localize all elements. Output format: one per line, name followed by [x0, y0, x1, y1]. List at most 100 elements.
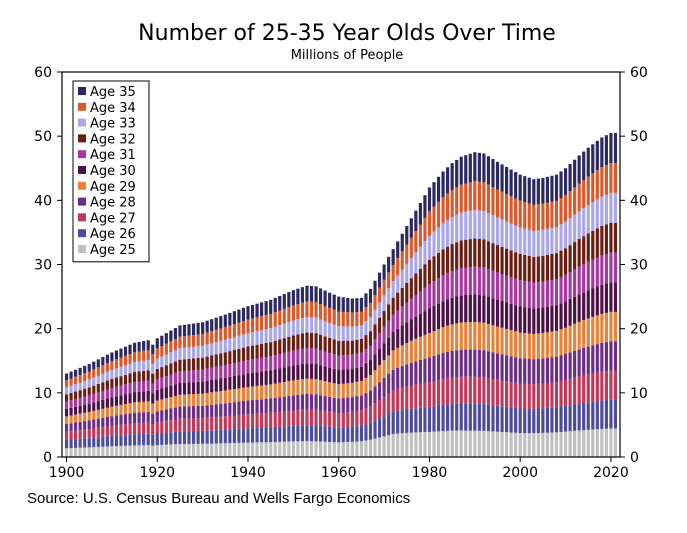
- bar-segment-age-25-2012: [573, 430, 577, 457]
- bar-segment-age-35-1943: [260, 302, 264, 317]
- bar-segment-age-33-1958: [328, 323, 332, 338]
- bar-segment-age-26-1985: [450, 403, 454, 431]
- bar-segment-age-27-1975: [405, 386, 409, 410]
- bar-segment-age-26-1937: [232, 429, 236, 443]
- bar-segment-age-34-1949: [287, 307, 291, 322]
- bar-segment-age-32-1935: [223, 352, 227, 365]
- bar-segment-age-27-1947: [278, 411, 282, 427]
- bar-segment-age-29-2013: [577, 321, 581, 350]
- bar-segment-age-31-2020: [609, 252, 613, 283]
- bar-segment-age-34-1977: [414, 231, 418, 253]
- bar-segment-age-28-1953: [305, 393, 309, 410]
- bar-segment-age-25-1907: [96, 446, 100, 457]
- bar-segment-age-34-1958: [328, 307, 332, 324]
- bar-segment-age-30-1927: [187, 382, 191, 395]
- bar-segment-age-28-1988: [464, 349, 468, 377]
- bar-segment-age-28-1963: [350, 397, 354, 412]
- bar-segment-age-28-1952: [300, 394, 305, 410]
- bar-segment-age-25-1946: [273, 441, 277, 457]
- bar-segment-age-27-1998: [509, 382, 513, 408]
- bar-segment-age-32-1916: [137, 371, 141, 382]
- bar-segment-age-29-1995: [495, 326, 500, 354]
- bar-segment-age-30-1912: [119, 395, 123, 405]
- bar-segment-age-31-2006: [545, 280, 550, 307]
- bar-segment-age-33-1965: [359, 325, 364, 339]
- bar-segment-age-34-1931: [205, 332, 209, 345]
- bar-segment-age-35-1913: [123, 346, 128, 356]
- bar-segment-age-32-1990: [473, 238, 477, 267]
- bar-segment-age-26-1948: [282, 426, 286, 442]
- bar-segment-age-26-1972: [391, 411, 395, 434]
- bar-segment-age-29-1913: [123, 404, 128, 415]
- bar-segment-age-34-1963: [350, 312, 354, 327]
- bar-segment-age-26-1986: [455, 403, 459, 431]
- bar-segment-age-28-1908: [101, 417, 105, 428]
- bar-segment-age-30-2008: [554, 305, 559, 331]
- bar-segment-age-31-1960: [337, 355, 341, 370]
- bar-segment-age-27-1932: [210, 417, 214, 431]
- bar-segment-age-33-1901: [69, 385, 73, 393]
- bar-segment-age-26-1966: [364, 424, 368, 441]
- bar-segment-age-25-1963: [350, 441, 354, 457]
- bar-segment-age-31-1978: [418, 291, 422, 314]
- bar-segment-age-26-1936: [228, 429, 232, 444]
- bar-segment-age-30-1975: [405, 322, 409, 344]
- bar-segment-age-26-1953: [305, 425, 309, 442]
- bar-segment-age-33-1909: [105, 371, 109, 381]
- bar-segment-age-33-1945: [269, 328, 273, 343]
- bar-segment-age-30-1955: [314, 363, 318, 380]
- bar-segment-age-32-1923: [169, 363, 173, 375]
- bar-segment-age-28-1942: [255, 399, 259, 414]
- bar-segment-age-33-1964: [355, 325, 359, 340]
- bar-segment-age-28-2016: [591, 345, 595, 374]
- bar-segment-age-31-2017: [595, 257, 599, 287]
- legend-label-age-29: Age 29: [90, 180, 136, 195]
- bar-segment-age-32-2019: [604, 224, 608, 254]
- bar-segment-age-31-1965: [359, 352, 364, 367]
- bar-segment-age-33-2001: [523, 228, 527, 255]
- bar-segment-age-30-1998: [509, 303, 513, 331]
- bar-segment-age-33-2018: [600, 196, 604, 226]
- bar-segment-age-27-1948: [282, 411, 286, 427]
- bar-segment-age-28-2004: [536, 358, 540, 384]
- bar-segment-age-33-1955: [314, 317, 318, 334]
- bar-segment-age-27-1936: [228, 415, 232, 430]
- bar-segment-age-30-1953: [305, 363, 309, 379]
- bar-segment-age-25-1965: [359, 441, 364, 457]
- bar-segment-age-29-2000: [518, 332, 522, 359]
- bar-segment-age-27-1904: [83, 429, 87, 439]
- bar-segment-age-29-1941: [250, 386, 255, 401]
- bar-segment-age-28-1984: [446, 352, 450, 379]
- bar-segment-age-34-1940: [246, 319, 250, 334]
- bar-segment-age-34-1980: [427, 211, 432, 236]
- bar-segment-age-32-1986: [455, 242, 459, 270]
- bar-segment-age-26-1955: [314, 425, 318, 442]
- bar-segment-age-29-1953: [305, 378, 309, 394]
- bar-segment-age-34-1930: [201, 333, 205, 346]
- bar-segment-age-31-2009: [559, 276, 563, 304]
- bar-segment-age-30-1918: [146, 390, 150, 402]
- bar-segment-age-34-1946: [273, 312, 277, 327]
- bar-segment-age-25-1924: [173, 444, 178, 457]
- bar-segment-age-35-1937: [232, 311, 236, 325]
- bar-segment-age-35-1965: [359, 297, 364, 312]
- bar-segment-age-32-1938: [237, 348, 241, 362]
- bar-segment-age-27-1995: [495, 379, 500, 406]
- bar-segment-age-32-1928: [191, 358, 196, 371]
- bar-segment-age-35-2004: [536, 178, 540, 205]
- bar-segment-age-29-1967: [368, 374, 373, 391]
- bar-segment-age-35-1902: [74, 369, 78, 377]
- legend-swatch-age-35: [78, 87, 86, 95]
- bar-segment-age-26-2005: [541, 408, 545, 433]
- bar-segment-age-28-2009: [559, 355, 563, 381]
- bar-segment-age-29-1993: [486, 323, 491, 352]
- bar-segment-age-30-1986: [455, 296, 459, 324]
- bar-segment-age-32-1940: [246, 346, 250, 360]
- bar-segment-age-29-1942: [255, 385, 259, 400]
- bar-segment-age-30-1972: [391, 332, 395, 351]
- bar-segment-age-29-2002: [527, 333, 531, 359]
- bar-segment-age-27-1999: [514, 382, 518, 408]
- bar-segment-age-28-1911: [114, 415, 119, 426]
- bar-segment-age-29-1988: [464, 322, 468, 350]
